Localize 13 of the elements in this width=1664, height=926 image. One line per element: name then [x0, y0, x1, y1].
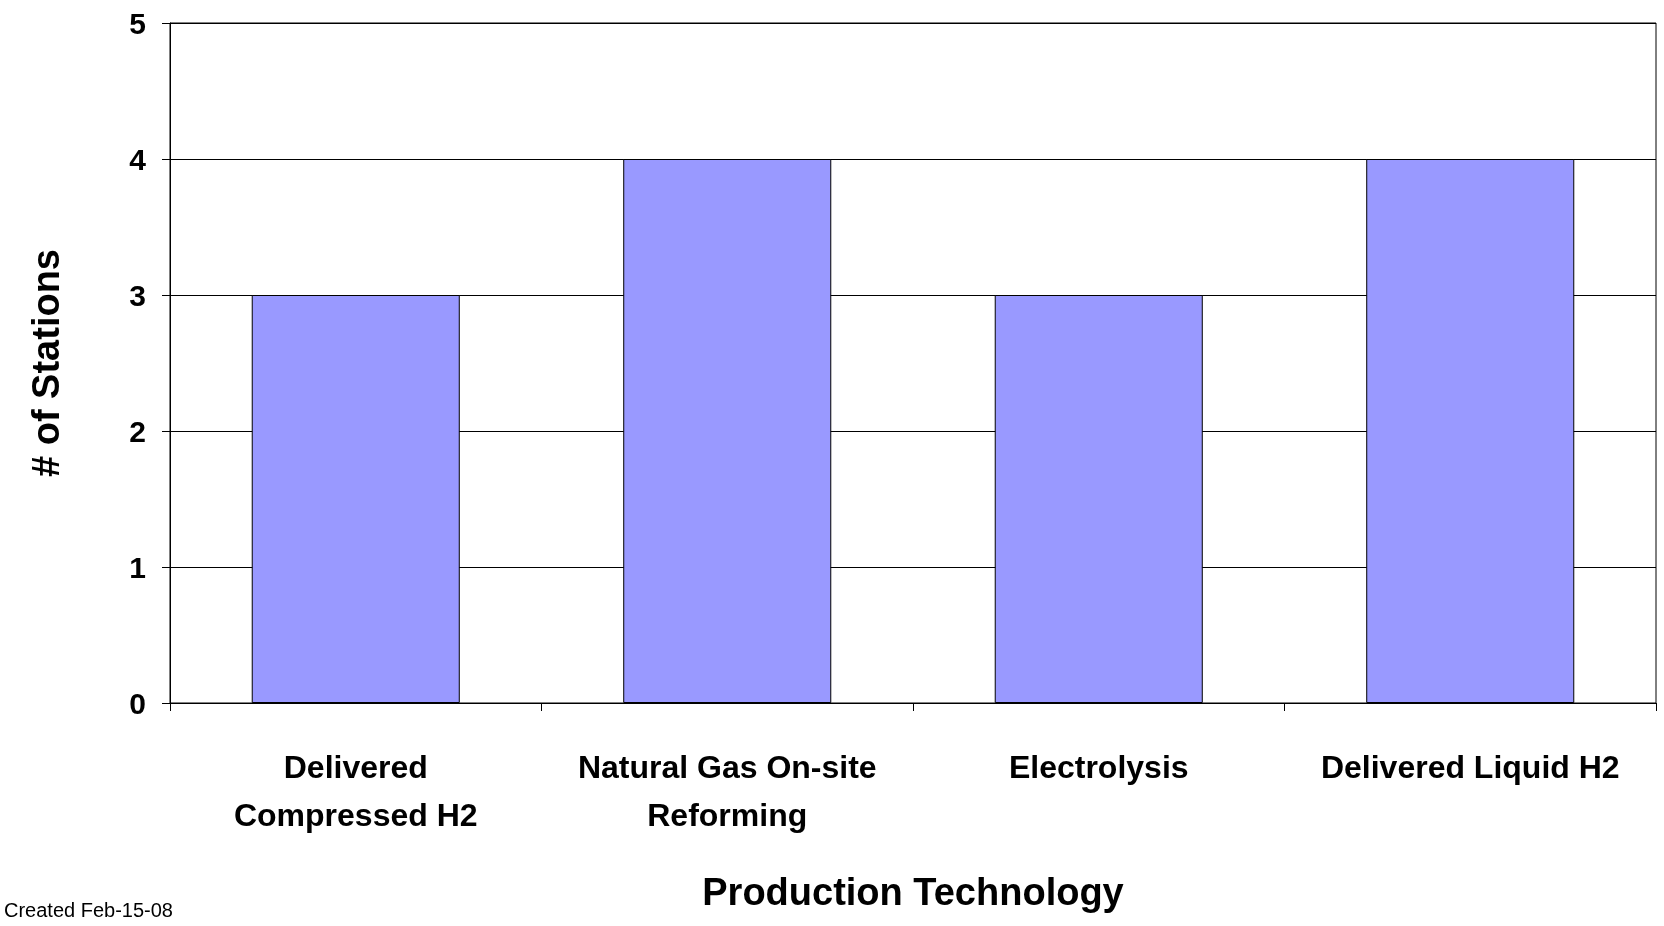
y-tick-label: 5: [129, 6, 146, 40]
x-tick-label: Delivered Compressed H2: [233, 749, 478, 833]
y-tick-label: 1: [129, 550, 146, 584]
x-tick-label: Natural Gas On-site Reforming: [577, 749, 877, 833]
text: Created Feb-15-08: [4, 899, 173, 921]
y-axis-title: # of Stations: [25, 248, 67, 478]
y-tick-label: 4: [129, 142, 147, 176]
y-tick-label: 2: [129, 414, 146, 448]
y-tick-label: 0: [129, 686, 146, 720]
x-axis-title: Production Technology: [702, 871, 1124, 913]
y-tick-label: 3: [129, 278, 146, 312]
x-tick-label: Delivered Liquid H2: [1320, 749, 1620, 785]
x-tick-label: Electrolysis: [1008, 749, 1189, 785]
